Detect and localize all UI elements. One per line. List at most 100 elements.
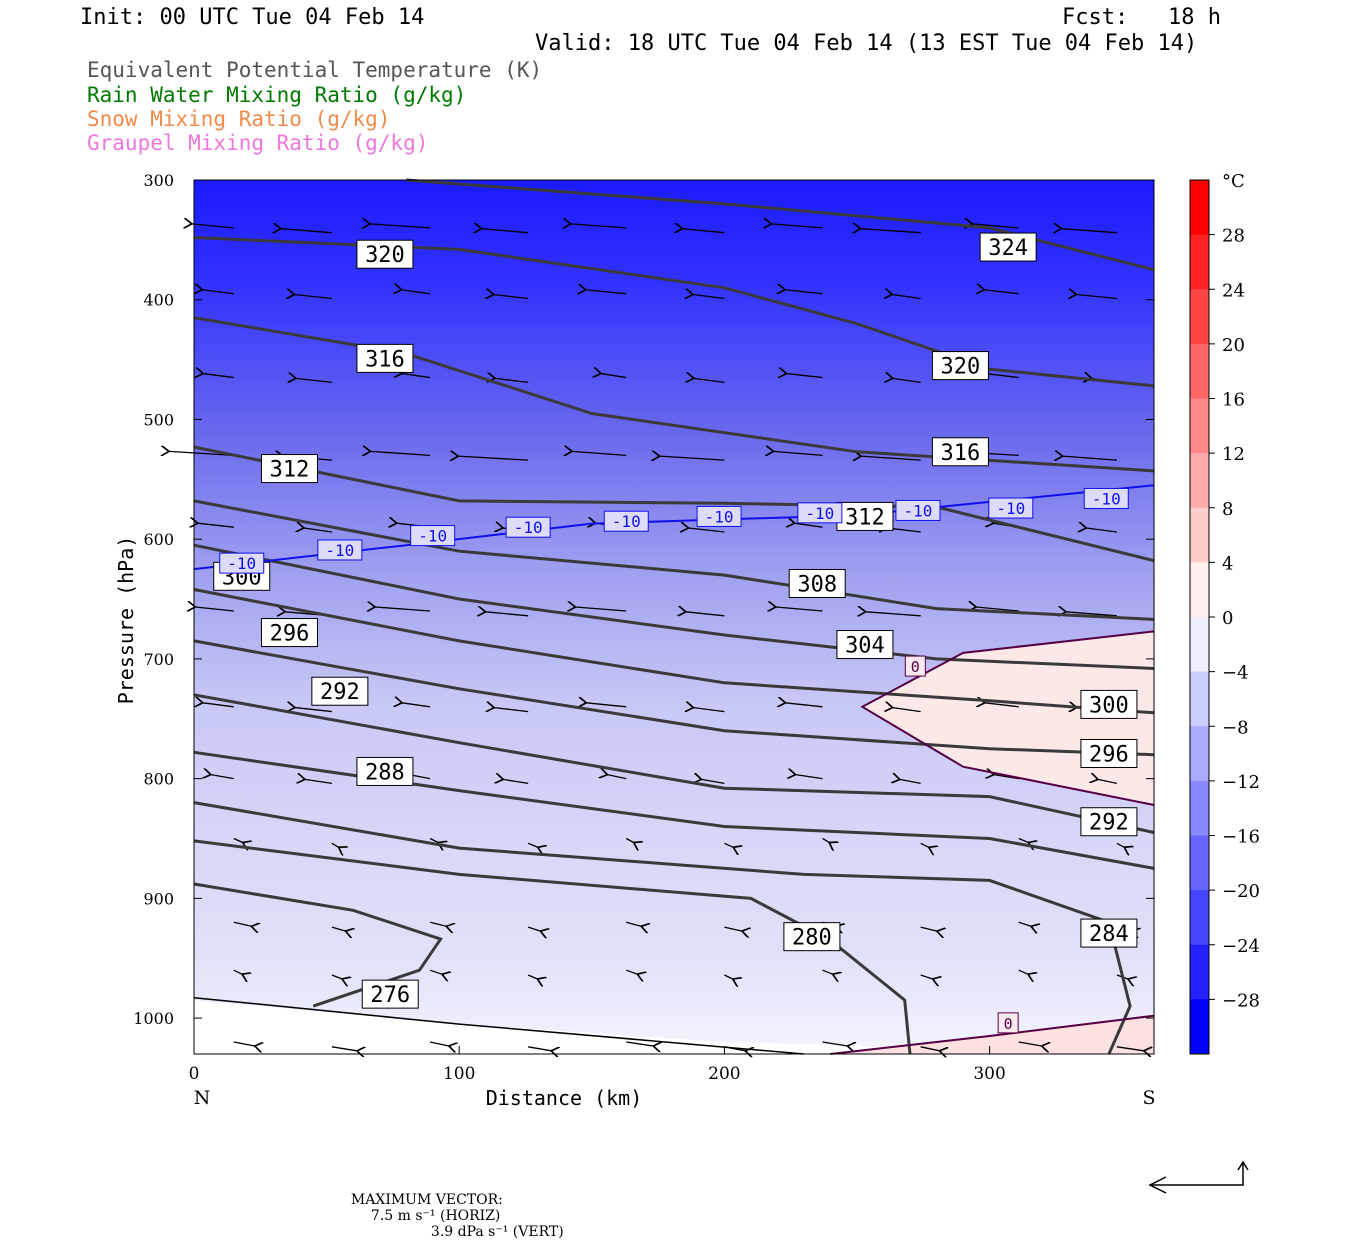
wind-vector (724, 926, 742, 931)
contour-label-284: 284 (1089, 922, 1129, 947)
wind-vector (1098, 779, 1118, 785)
wind-vector (195, 607, 234, 611)
wind-vector (503, 779, 529, 783)
colorbar-tick-label: −28 (1222, 990, 1260, 1011)
colorbar-tick-label: −16 (1222, 827, 1260, 848)
wind-vector (693, 708, 725, 712)
colorbar-tick-label: −20 (1222, 881, 1260, 902)
contour-line-284 (193, 801, 1132, 1055)
footer-prefix: MAXIMUM VECTOR: (350, 1192, 503, 1208)
contour-line-304 (193, 543, 1155, 670)
temperature-shading (194, 180, 1154, 1054)
contour-line-292 (193, 693, 1155, 834)
wind-vector (920, 842, 929, 847)
colorbar-tick-label: −8 (1222, 717, 1249, 738)
y-tick-label: 900 (143, 889, 174, 908)
isotherm-minus10-label: -10 (418, 527, 447, 546)
isotherm-minus10-label: -10 (514, 518, 543, 537)
x-end-label-south: S (1142, 1087, 1155, 1109)
wind-vector (429, 837, 438, 842)
wind-vector (527, 926, 540, 931)
wind-vector (626, 1042, 653, 1046)
contour-label-300: 300 (1089, 693, 1129, 718)
colorbar-band (1190, 234, 1209, 290)
colorbar-band (1190, 999, 1209, 1055)
wind-vector (626, 969, 637, 974)
axes: 300 400 500 600 700 800 900 1000 0 100 200 300 N S Dis… (114, 171, 1156, 1110)
contour-label-304: 304 (845, 634, 885, 659)
wind-vector (787, 374, 823, 378)
contour-label-292: 292 (1089, 811, 1129, 836)
colorbar-tick-label: 4 (1222, 553, 1233, 574)
wind-vector (429, 969, 442, 974)
wind-vector (822, 837, 830, 842)
wind-vector (575, 607, 627, 611)
wind-vector (1061, 229, 1117, 233)
colorbar-band (1190, 671, 1209, 727)
wind-vector (495, 378, 529, 382)
ground-line (193, 996, 804, 1055)
isotherm-label-box (797, 502, 843, 524)
wind-vector (528, 1046, 551, 1051)
wind-vector (976, 607, 1019, 611)
wind-vector (527, 974, 537, 979)
isotherm-minus10-label: -10 (805, 504, 834, 523)
wind-vector (920, 1046, 940, 1051)
isotherm-minus10-label: -10 (227, 554, 256, 573)
isotherm-zero-label-box (997, 1012, 1019, 1034)
wind-vector (1116, 1047, 1144, 1051)
contour-line-308 (193, 499, 1155, 621)
isotherm-minus10-label: -10 (996, 499, 1025, 518)
contour-label-box (788, 568, 846, 598)
wind-vector (786, 703, 823, 707)
wind-vector (198, 523, 234, 527)
isotherm-label-box (219, 552, 265, 574)
wind-vector (693, 295, 725, 299)
cross-section-chart: 324 320 320 316 316 312 312 308 304 300 300 296 296 2… (114, 171, 1260, 1194)
wind-vector (601, 374, 627, 378)
colorbar-band (1190, 780, 1209, 836)
wind-vector (586, 290, 627, 294)
contour-label-316: 316 (941, 441, 981, 466)
contour-label-312: 312 (845, 505, 885, 530)
plot-background (194, 180, 1154, 1054)
colorbar-unit: °C (1222, 171, 1245, 192)
wind-vector (822, 1042, 848, 1046)
isotherm-minus10-label: -10 (325, 541, 354, 560)
wind-vector (984, 290, 1019, 294)
contour-line-324 (406, 178, 1155, 272)
y-tick-label: 600 (143, 530, 174, 549)
warm-region-surface (830, 1015, 1154, 1054)
y-tick-label: 400 (143, 291, 174, 310)
x-axis-label: Distance (km) (486, 1086, 643, 1110)
wind-vector (985, 703, 1019, 707)
wind-vector (203, 374, 234, 378)
wind-vector (607, 775, 627, 780)
isotherm-minus10-label: -10 (904, 501, 933, 520)
colorbar-tick-label: 28 (1222, 226, 1245, 247)
contour-line-312 (193, 445, 1155, 563)
contour-label-312: 312 (270, 458, 310, 483)
colorbar-band (1190, 617, 1209, 673)
wind-vector (494, 295, 529, 299)
wind-vector (1018, 837, 1029, 842)
colorbar-band (1190, 944, 1209, 1000)
contour-label-316: 316 (365, 347, 405, 372)
contour-label-box (1080, 918, 1138, 948)
wind-vector (233, 837, 243, 842)
wind-vector (861, 456, 921, 460)
wind-vector (169, 451, 234, 455)
wind-vector (682, 229, 725, 233)
isotherm-zero-label: 0 (1004, 1015, 1013, 1033)
wind-vector (724, 842, 733, 847)
wind-vector (233, 1041, 255, 1046)
wind-vector (701, 779, 725, 785)
temperature-colorbar: °C 28 24 20 16 12 8 4 0 −4 −8 −12 −16 −20 −24 −28 (1189, 171, 1260, 1055)
wind-vector (233, 969, 242, 974)
colorbar-band (1190, 180, 1209, 236)
isotherm-label-box (505, 516, 551, 538)
wind-vector (694, 378, 725, 382)
wind-vector (331, 974, 342, 979)
isotherm-label-box (410, 525, 456, 547)
contour-line-300 (193, 588, 1155, 715)
